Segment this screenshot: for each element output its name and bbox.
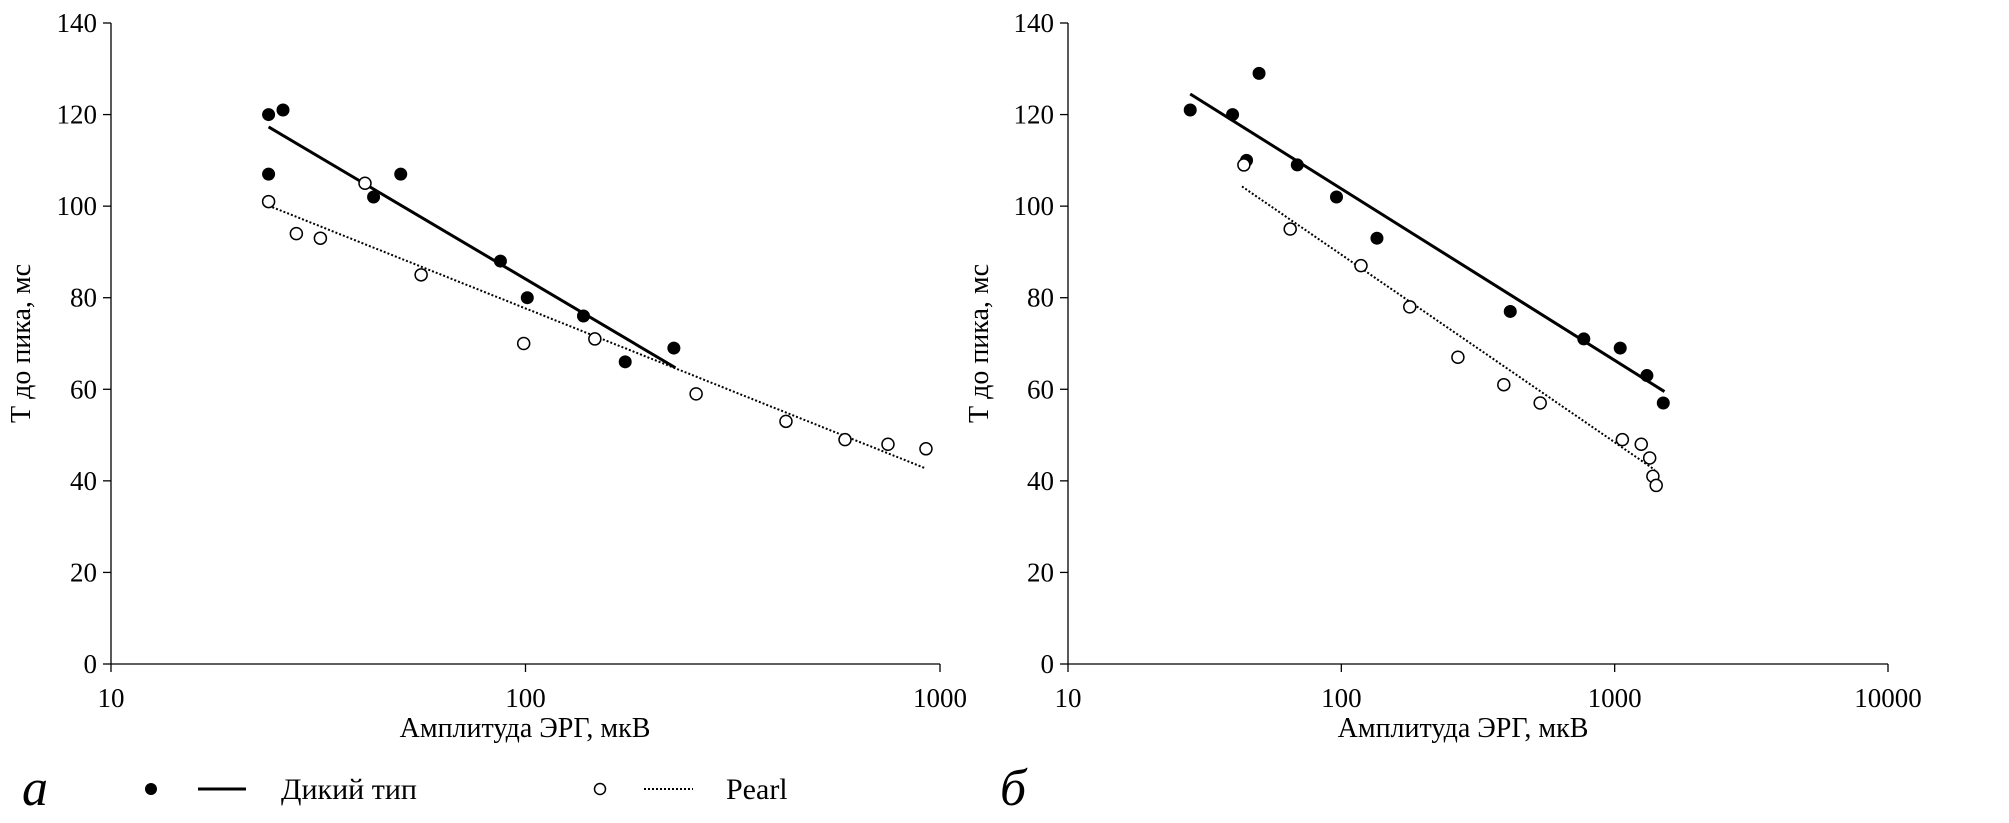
pearl-point: [1649, 478, 1663, 493]
y-tick-label: 0: [84, 649, 98, 679]
y-tick-label: 60: [1027, 374, 1054, 404]
wild-type-trendline: [1189, 92, 1666, 393]
wild-type-point: [367, 190, 381, 204]
y-tick-label: 120: [1014, 100, 1055, 130]
pearl-point: [313, 231, 328, 245]
pearl-point: [1497, 377, 1511, 392]
wild-type-point: [1577, 332, 1591, 346]
pearl-point: [689, 387, 703, 401]
y-tick-label: 80: [70, 283, 97, 313]
pearl-point: [1634, 437, 1649, 451]
wild-type-point: [1226, 108, 1240, 122]
pearl-point: [1354, 258, 1368, 273]
x-tick-label: 10: [98, 683, 125, 713]
legend-pearl-label: Pearl: [726, 773, 788, 806]
legend-wild-marker: [145, 783, 157, 795]
x-axis-label: Амплитуда ЭРГ, мкВ: [1338, 713, 1589, 744]
wild-type-point: [1183, 103, 1197, 117]
wild-type-point: [520, 291, 534, 305]
wild-type-point: [1503, 304, 1517, 318]
pearl-point: [919, 442, 933, 456]
pearl-point: [1283, 222, 1297, 236]
y-axis-label: Т до пика, мс: [964, 264, 995, 423]
pearl-point: [261, 194, 276, 209]
wild-type-point: [1290, 158, 1304, 172]
pearl-point: [1237, 158, 1251, 172]
pearl-point: [881, 437, 895, 451]
y-tick-label: 120: [57, 100, 98, 130]
chart-panel-a: 0 20 40 60 80 100 120 140 10 100 1000 Амплитуда ЭРГ…: [6, 8, 967, 817]
x-tick-label: 1000: [913, 683, 967, 713]
pearl-point: [1533, 396, 1547, 410]
pearl-point: [516, 336, 531, 351]
x-tick-label: 100: [505, 683, 546, 713]
panel-label: б: [1000, 760, 1028, 817]
wild-type-point: [618, 355, 632, 369]
pearl-point: [1451, 350, 1465, 364]
wild-type-point: [1370, 231, 1384, 245]
wild-type-point: [576, 309, 590, 323]
y-axis-label: Т до пика, мс: [6, 264, 37, 423]
pearl-point: [588, 332, 602, 346]
pearl-point: [358, 176, 372, 190]
wild-type-point: [493, 254, 507, 268]
wild-type-point: [262, 167, 276, 181]
wild-type-point: [1252, 66, 1266, 80]
wild-type-point: [1613, 341, 1627, 355]
wild-type-point: [1640, 369, 1654, 383]
pearl-point: [779, 414, 793, 429]
pearl-trendline: [1241, 185, 1656, 471]
y-tick-label: 20: [70, 557, 97, 587]
x-tick-label: 1000: [1588, 683, 1642, 713]
pearl-point: [289, 226, 304, 241]
y-tick-label: 100: [57, 191, 98, 221]
y-tick-label: 0: [1041, 649, 1055, 679]
x-tick-label: 10000: [1854, 683, 1922, 713]
wild-type-point: [276, 103, 290, 117]
y-tick-label: 60: [70, 374, 97, 404]
wild-type-point: [1329, 190, 1343, 204]
wild-type-point: [262, 108, 276, 122]
pearl-point: [1642, 451, 1657, 465]
y-tick-label: 140: [57, 8, 98, 38]
legend: Дикий тип Pearl: [145, 773, 788, 806]
pearl-point: [1403, 300, 1417, 314]
y-tick-label: 40: [70, 466, 97, 496]
pearl-point: [414, 268, 428, 282]
legend-pearl-marker: [593, 782, 607, 796]
x-axis-label: Амплитуда ЭРГ, мкВ: [400, 713, 651, 744]
y-tick-label: 80: [1027, 283, 1054, 313]
y-tick-label: 140: [1014, 8, 1055, 38]
x-tick-label: 100: [1321, 683, 1362, 713]
y-tick-label: 20: [1027, 557, 1054, 587]
chart-panel-b: 0 20 40 60 80 100 120 140 10 100 1000 10000 Амплитуд…: [964, 8, 1922, 817]
wild-type-point: [1656, 396, 1670, 410]
wild-type-trendline: [267, 125, 677, 370]
pearl-point: [838, 432, 852, 447]
y-tick-label: 40: [1027, 466, 1054, 496]
wild-type-point: [394, 167, 408, 181]
legend-wild-label: Дикий тип: [281, 773, 417, 806]
pearl-point: [1615, 432, 1630, 447]
panel-label: а: [22, 760, 48, 817]
wild-type-point: [667, 341, 681, 355]
y-tick-label: 100: [1014, 191, 1055, 221]
x-tick-label: 10: [1055, 683, 1082, 713]
